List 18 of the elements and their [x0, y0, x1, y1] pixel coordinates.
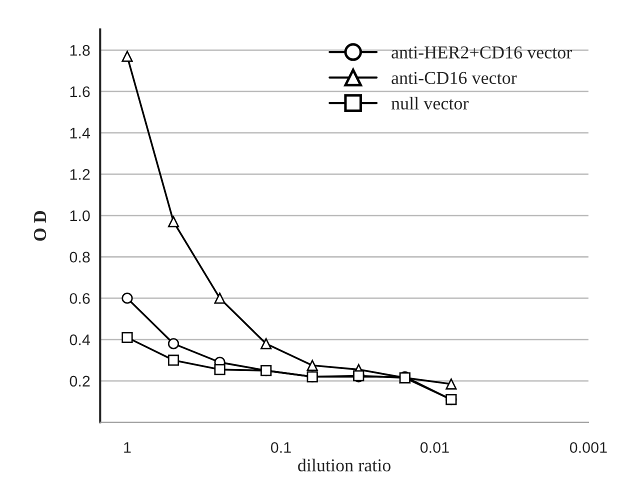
y-tick-label: 1.4 [70, 128, 90, 138]
x-tick-label: 0.01 [420, 442, 449, 453]
y-tick-label: 1.6 [70, 86, 90, 98]
y-tick-label: 1.8 [70, 45, 90, 56]
y-tick-label: 1.0 [70, 210, 90, 222]
legend-label: null vector [391, 96, 469, 110]
legend-label: anti-HER2+CD16 vector [392, 46, 572, 59]
y-tick-label: 0.8 [70, 252, 90, 263]
y-axis-title: O D [34, 210, 46, 241]
y-tick-label: 1.2 [70, 169, 90, 180]
x-tick-label: 0.001 [570, 442, 607, 453]
y-tick-label: 0.2 [70, 376, 90, 387]
y-tick-label: 0.4 [70, 334, 90, 346]
x-tick-label: 1 [124, 442, 131, 453]
x-tick-label: 0.1 [270, 442, 291, 453]
x-axis-title: dilution ratio [298, 458, 390, 472]
legend-label: anti-CD16 vector [392, 72, 517, 84]
y-tick-label: 0.6 [70, 293, 90, 304]
